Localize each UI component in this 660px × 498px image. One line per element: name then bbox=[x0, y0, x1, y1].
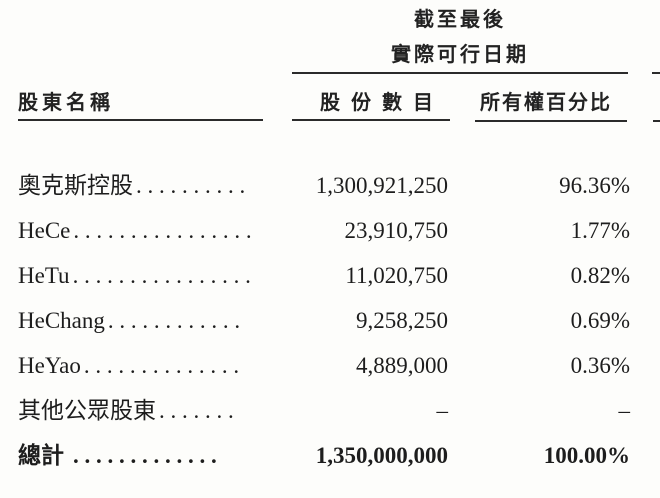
table-row: HeTu. . . . . . . . . . . . . . . . 11,0… bbox=[0, 253, 660, 298]
column-header-shares: 股份數目 bbox=[320, 92, 444, 114]
ownership-column-underline bbox=[475, 120, 627, 122]
group-header-underline-fragment-right bbox=[652, 72, 660, 74]
shareholder-name-text: HeTu bbox=[18, 263, 70, 288]
dot-leader: . . . . . . . bbox=[159, 398, 234, 423]
shareholder-name: HeTu. . . . . . . . . . . . . . . . bbox=[18, 253, 251, 298]
shares-value: 9,258,250 bbox=[356, 308, 448, 333]
dot-leader: . . . . . . . . . . . . . . . . bbox=[72, 263, 251, 288]
ownership-value: 0.69% bbox=[570, 308, 630, 333]
group-header-line1: 截至最後 bbox=[414, 9, 506, 31]
ownership-value: 0.82% bbox=[570, 263, 630, 288]
name-column-underline bbox=[18, 119, 263, 121]
ownership-value: – bbox=[618, 398, 631, 423]
shareholder-name-text: HeCe bbox=[18, 218, 71, 243]
table-row-total: 總計 . . . . . . . . . . . . . 1,350,000,00… bbox=[0, 433, 660, 478]
shareholder-name: 總計 . . . . . . . . . . . . . bbox=[18, 433, 217, 478]
shares-value: 23,910,750 bbox=[344, 218, 449, 243]
table-body: 奧克斯控股. . . . . . . . . . 1,300,921,250 9… bbox=[0, 163, 660, 478]
shareholder-name-text: 總計 bbox=[18, 443, 64, 468]
column-header-ownership: 所有權百分比 bbox=[480, 92, 612, 114]
dot-leader: . . . . . . . . . . . . . . . . bbox=[73, 218, 252, 243]
shareholder-name-text: HeYao bbox=[18, 353, 81, 378]
column-group-header: 截至最後 實際可行日期 bbox=[292, 3, 628, 73]
shareholder-name-text: 奧克斯控股 bbox=[18, 173, 133, 198]
shareholder-name-text: 其他公眾股東 bbox=[18, 398, 156, 423]
shareholder-name: HeCe. . . . . . . . . . . . . . . . bbox=[18, 208, 252, 253]
shares-value: 4,889,000 bbox=[356, 353, 448, 378]
shareholder-name: HeYao. . . . . . . . . . . . . . bbox=[18, 343, 239, 388]
table-row: HeChang. . . . . . . . . . . . 9,258,250… bbox=[0, 298, 660, 343]
table-row: HeCe. . . . . . . . . . . . . . . . 23,9… bbox=[0, 208, 660, 253]
shareholder-name-text: HeChang bbox=[18, 308, 105, 333]
shares-value: 11,020,750 bbox=[345, 263, 448, 288]
table-row: HeYao. . . . . . . . . . . . . . 4,889,0… bbox=[0, 343, 660, 388]
shareholder-name: 其他公眾股東. . . . . . . bbox=[18, 388, 234, 433]
shareholder-name: 奧克斯控股. . . . . . . . . . bbox=[18, 163, 245, 208]
ownership-value: 1.77% bbox=[570, 218, 630, 243]
dot-leader: . . . . . . . . . . . . . bbox=[73, 443, 217, 468]
dot-leader: . . . . . . . . . . . . bbox=[107, 308, 241, 333]
table-row: 其他公眾股東. . . . . . . – – bbox=[0, 388, 660, 433]
column-underline-fragment-right bbox=[653, 120, 660, 122]
dot-leader: . . . . . . . . . . . . . . bbox=[83, 353, 240, 378]
ownership-value: 0.36% bbox=[570, 353, 630, 378]
shareholder-name: HeChang. . . . . . . . . . . . bbox=[18, 298, 240, 343]
shares-column-underline bbox=[292, 119, 450, 121]
group-header-underline bbox=[292, 72, 628, 74]
shares-value: – bbox=[436, 398, 449, 423]
dot-leader: . . . . . . . . . . bbox=[136, 173, 246, 198]
column-header-shareholder-name: 股東名稱 bbox=[18, 92, 114, 114]
group-header-line2: 實際可行日期 bbox=[391, 44, 529, 66]
table-row: 奧克斯控股. . . . . . . . . . 1,300,921,250 9… bbox=[0, 163, 660, 208]
ownership-value: 96.36% bbox=[559, 173, 630, 198]
ownership-value: 100.00% bbox=[543, 443, 630, 468]
shares-value: 1,350,000,000 bbox=[315, 443, 448, 468]
shares-value: 1,300,921,250 bbox=[315, 173, 448, 198]
